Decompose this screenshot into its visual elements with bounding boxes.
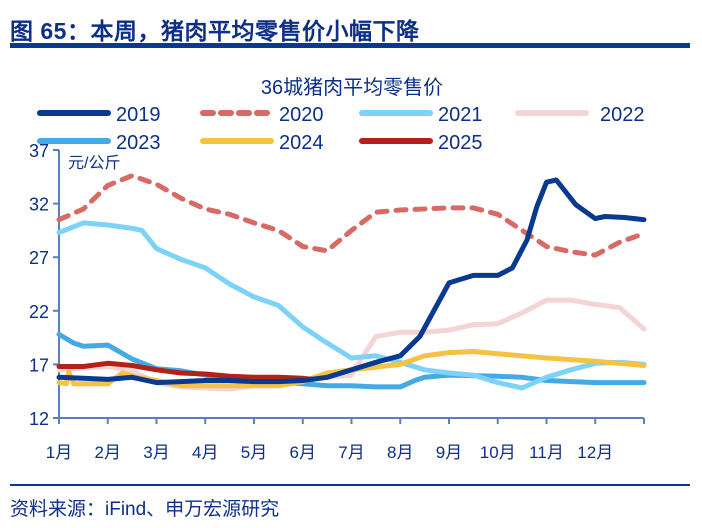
x-tick-label: 7月	[338, 443, 364, 462]
series-line-2019	[56, 177, 647, 386]
x-tick-label: 3月	[143, 443, 169, 462]
title-divider	[10, 43, 690, 48]
legend-label-2021: 2021	[438, 104, 483, 126]
figure-title: 图 65：本周，猪肉平均零售价小幅下降	[10, 18, 420, 44]
series-group	[56, 173, 647, 392]
legend-label-2023: 2023	[116, 132, 161, 154]
series-line-2023	[56, 331, 647, 390]
x-tick-label: 2月	[95, 443, 121, 462]
source-divider	[10, 484, 690, 486]
x-tick-label: 11月	[529, 443, 564, 462]
series-line-2025	[56, 360, 315, 382]
axes: 12 17 22 27 32 37 1月 2月 3月 4月 5月 6月 7月 8月 9月 10月 11月 12月	[29, 141, 645, 462]
y-tick-label: 17	[29, 355, 49, 375]
y-tick-label: 32	[29, 195, 49, 215]
legend-label-2024: 2024	[279, 132, 324, 154]
legend: 2019 2020 2021 2022 2023 2024 2025	[37, 104, 645, 154]
source-note: 资料来源：iFind、申万宏源研究	[10, 499, 280, 520]
y-tick-label: 22	[29, 302, 49, 322]
series-line-2020	[56, 173, 647, 258]
legend-label-2019: 2019	[116, 104, 161, 126]
x-tick-label: 1月	[46, 443, 72, 462]
x-tick-label: 9月	[436, 443, 462, 462]
y-axis-unit-label: 元/公斤	[68, 154, 120, 172]
series-line-2021	[56, 220, 647, 391]
x-tick-label: 5月	[241, 443, 267, 462]
legend-label-2020: 2020	[279, 104, 324, 126]
y-tick-label: 12	[29, 409, 49, 429]
x-tick-label: 8月	[387, 443, 413, 462]
series-line-2024	[56, 349, 647, 389]
x-tick-label: 10月	[480, 443, 516, 462]
x-tick-label: 6月	[290, 443, 316, 462]
chart-title: 36城猪肉平均零售价	[261, 76, 443, 99]
y-tick-label: 27	[29, 248, 49, 268]
x-tick-label: 4月	[192, 443, 218, 462]
legend-label-2025: 2025	[438, 132, 483, 154]
x-tick-label: 12月	[577, 443, 613, 462]
y-tick-label: 37	[29, 141, 49, 161]
legend-label-2022: 2022	[600, 104, 645, 126]
